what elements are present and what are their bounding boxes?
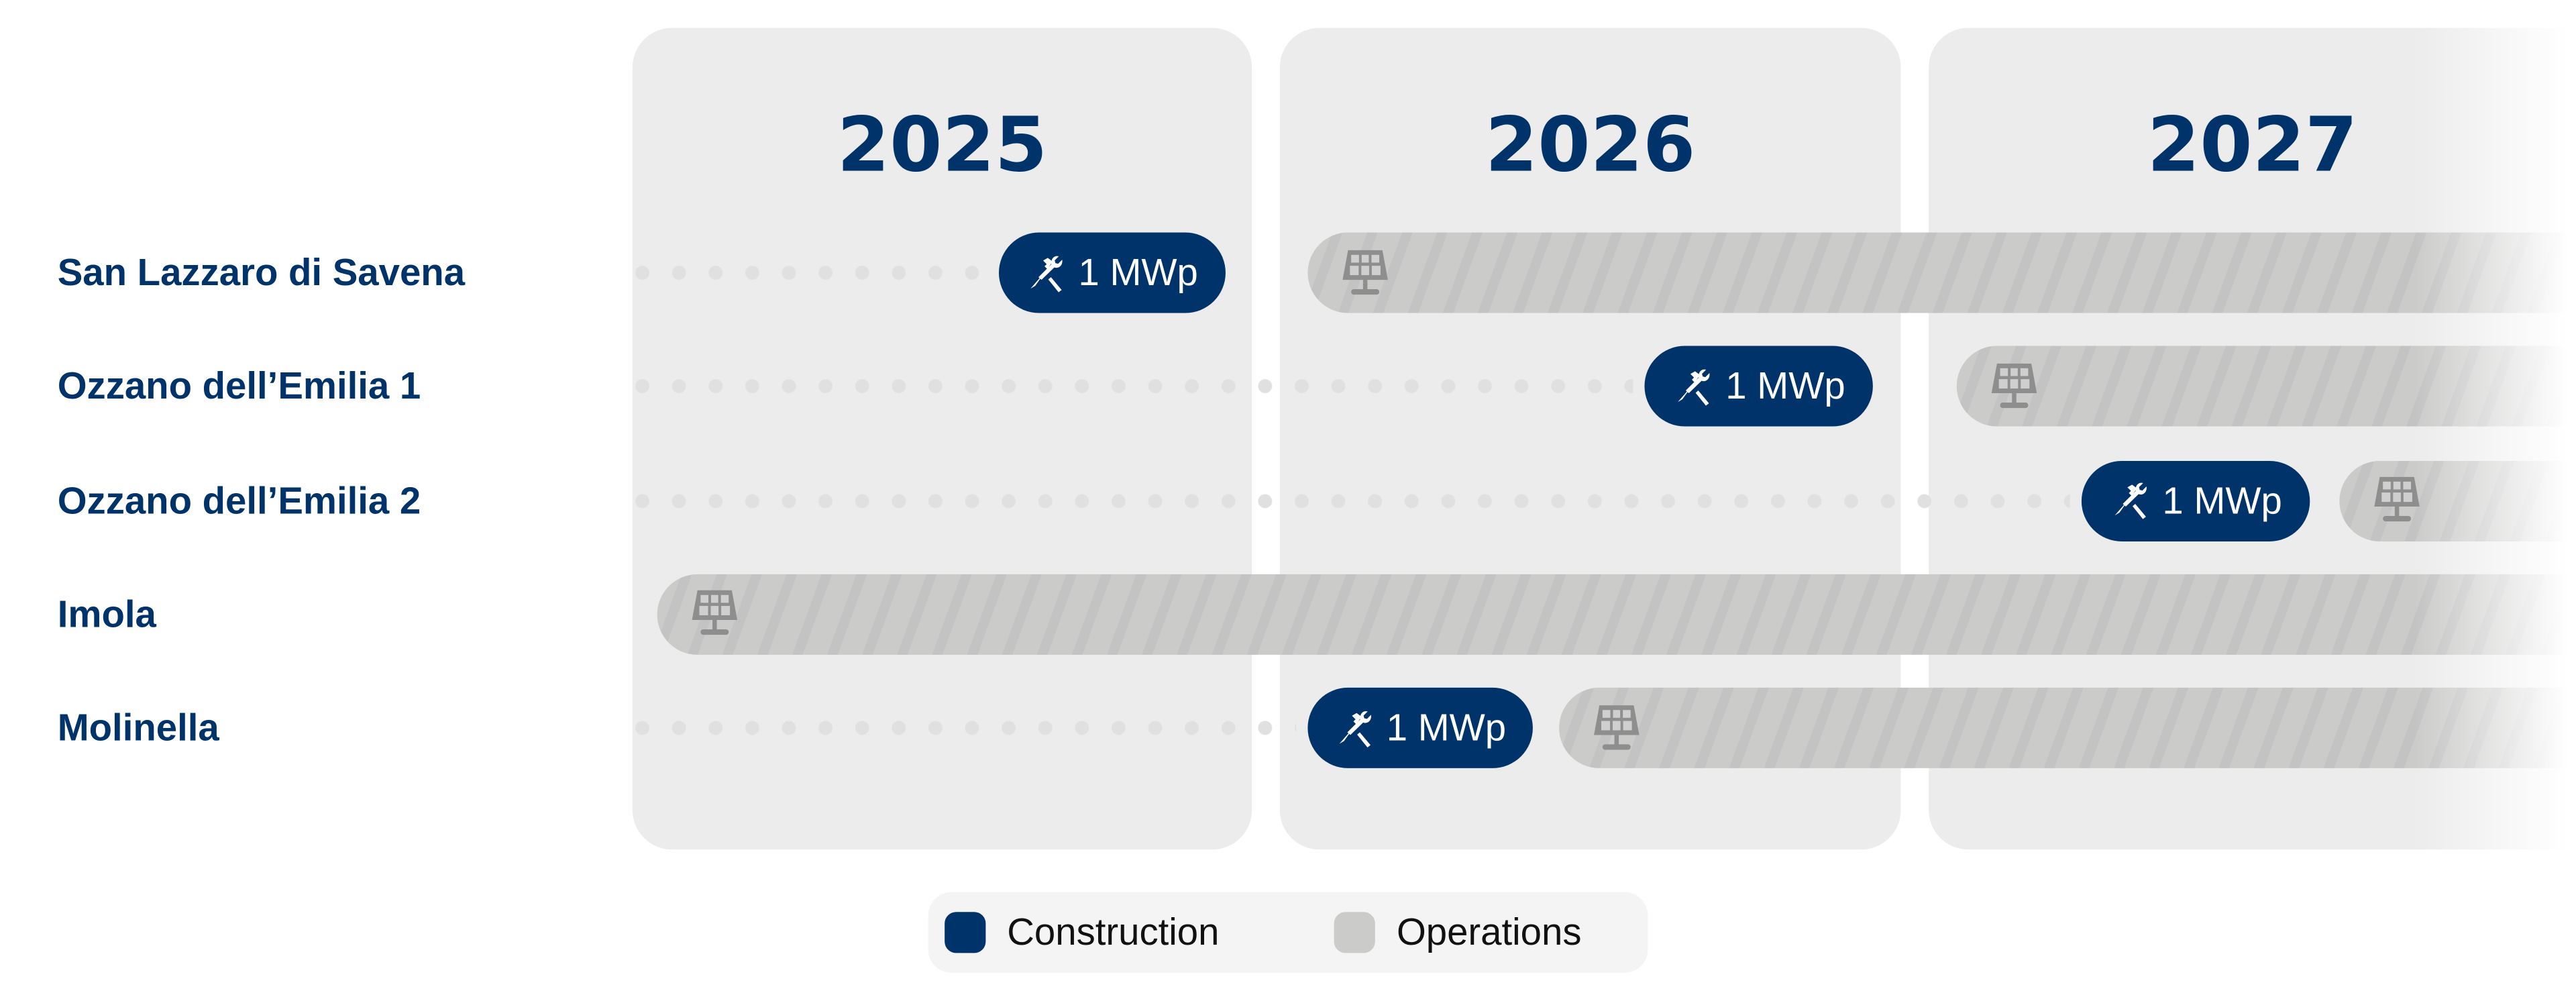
solar-panel-icon — [1992, 363, 2037, 408]
tools-icon — [1031, 255, 1063, 292]
solar-panel-icon — [2373, 477, 2419, 522]
operations-bar — [657, 574, 2576, 655]
tools-icon — [1678, 369, 1711, 406]
solar-panel-icon — [692, 590, 738, 636]
year-label: 2025 — [837, 100, 1048, 189]
legend: Construction Operations — [928, 892, 1648, 973]
tools-icon — [2115, 482, 2147, 519]
pending-dots — [634, 720, 1296, 737]
row-label: Imola — [57, 592, 156, 635]
pending-dots — [634, 264, 987, 281]
tools-icon — [1339, 711, 1371, 747]
solar-panel-icon — [1342, 249, 1388, 294]
pending-dots — [634, 378, 1633, 395]
solar-panel-icon — [1594, 704, 1640, 749]
legend-swatch-operations — [1334, 912, 1376, 953]
construction-bar: 1 MWp — [998, 232, 1226, 313]
legend-label: Construction — [1007, 910, 1220, 953]
legend-swatch-construction — [945, 912, 986, 953]
legend-label: Operations — [1396, 910, 1582, 953]
row-label: Ozzano dell’Emilia 1 — [57, 364, 421, 407]
legend-construction: Construction — [945, 910, 1219, 955]
year-label: 2026 — [1485, 100, 1696, 189]
capacity-label: 1 MWp — [1725, 364, 1845, 407]
row-label: San Lazzaro di Savena — [57, 250, 466, 294]
capacity-label: 1 MWp — [2162, 478, 2282, 521]
construction-bar: 1 MWp — [2081, 460, 2311, 541]
year-column-2025: 2025 — [632, 28, 1252, 850]
construction-bar: 1 MWp — [1644, 346, 1874, 427]
operations-bar — [1307, 232, 2576, 313]
legend-operations: Operations — [1334, 910, 1582, 955]
operations-bar — [1957, 346, 2576, 427]
capacity-label: 1 MWp — [1078, 250, 1198, 294]
pending-dots — [634, 492, 2070, 509]
row-label: Ozzano dell’Emilia 2 — [57, 478, 421, 521]
operations-bar — [2339, 460, 2576, 541]
row-label: Molinella — [57, 706, 219, 749]
year-label: 2027 — [2147, 100, 2358, 189]
capacity-label: 1 MWp — [1386, 706, 1507, 749]
construction-bar: 1 MWp — [1307, 688, 1533, 769]
operations-bar — [1559, 688, 2576, 769]
